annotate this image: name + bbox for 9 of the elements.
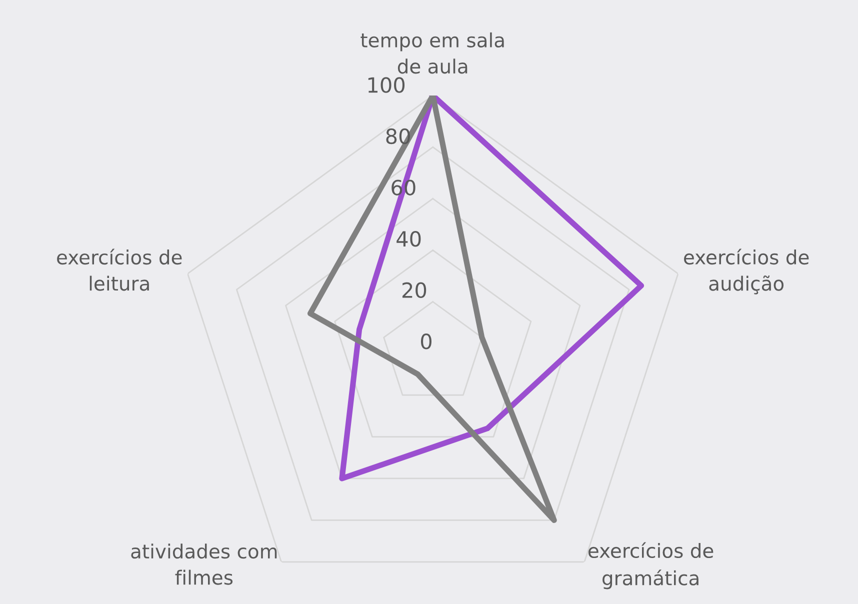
spoke-label: tempo em sala de aula	[360, 32, 504, 74]
spoke-label: exercícios de leitura	[57, 248, 182, 291]
y-tick-label: 100	[368, 77, 405, 93]
spoke-label: exercícios de gramática	[588, 542, 714, 590]
spoke-label: exercícios de audição	[684, 248, 809, 294]
y-tick-label: 20	[402, 282, 426, 298]
y-tick-label: 40	[396, 230, 421, 247]
y-tick-label: 0	[420, 334, 432, 350]
spoke-label: atividades com filmes	[131, 544, 277, 585]
